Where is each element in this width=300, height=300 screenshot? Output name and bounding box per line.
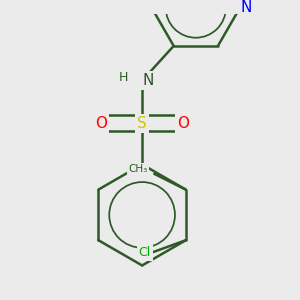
Text: N: N [143, 73, 154, 88]
Text: N: N [241, 0, 252, 15]
Text: O: O [95, 116, 107, 131]
Text: Cl: Cl [139, 246, 151, 259]
Text: H: H [118, 71, 128, 84]
Text: CH₃: CH₃ [129, 164, 148, 174]
Text: O: O [177, 116, 189, 131]
Text: S: S [137, 116, 147, 131]
